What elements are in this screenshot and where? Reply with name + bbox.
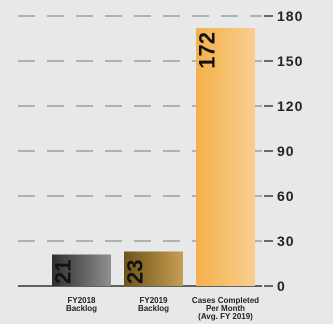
y-tick-label-120: 120	[277, 98, 303, 114]
category-label-2-line-0: Cases Completed	[192, 296, 259, 305]
y-tick-label-30: 30	[277, 233, 295, 249]
category-label-2: Cases Completed Per Month (Avg. FY 2019)	[192, 296, 259, 321]
y-tick-label-90: 90	[277, 143, 295, 159]
y-tick-label-60: 60	[277, 188, 295, 204]
y-axis-ticks: 0 30 60 90 120 150 180	[264, 8, 303, 294]
y-tick-label-0: 0	[277, 278, 286, 294]
bar-2	[196, 28, 255, 286]
category-label-2-line-2: (Avg. FY 2019)	[198, 312, 253, 321]
bars	[52, 28, 255, 286]
category-label-1-line-1: Backlog	[138, 304, 169, 313]
value-label-1: 23	[123, 260, 148, 284]
value-label-2: 172	[195, 32, 220, 69]
value-label-0: 21	[51, 260, 76, 284]
category-label-0: FY2018 Backlog	[66, 296, 97, 313]
bar-0	[52, 254, 111, 286]
y-tick-label-180: 180	[277, 8, 303, 24]
category-label-1: FY2019 Backlog	[138, 296, 169, 313]
category-label-1-line-0: FY2019	[139, 296, 168, 305]
category-label-0-line-0: FY2018	[67, 296, 96, 305]
bar-1	[124, 251, 183, 286]
value-labels: 21 23 172	[51, 32, 220, 284]
category-label-0-line-1: Backlog	[66, 304, 97, 313]
y-tick-label-150: 150	[277, 53, 303, 69]
category-label-2-line-1: Per Month	[206, 304, 245, 313]
